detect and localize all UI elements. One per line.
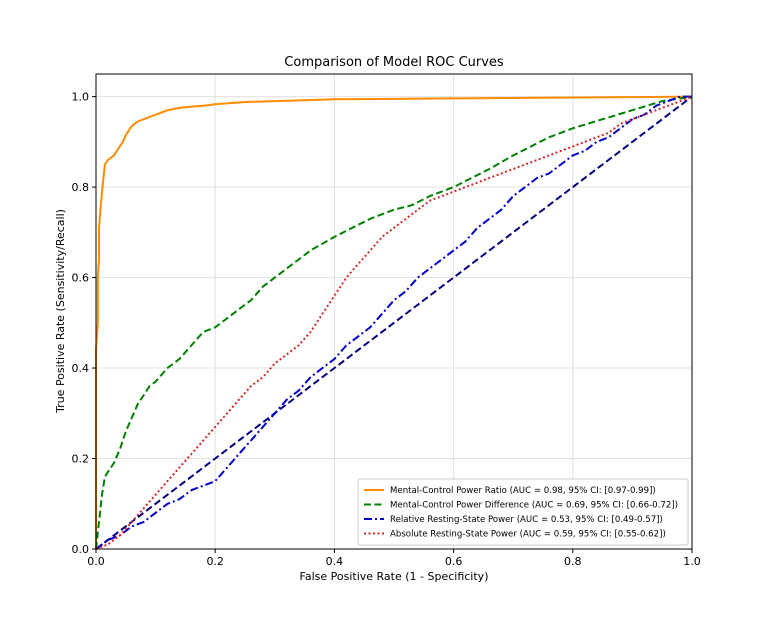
legend: Mental-Control Power Ratio (AUC = 0.98, … bbox=[357, 478, 689, 546]
legend-label: Absolute Resting-State Power (AUC = 0.59… bbox=[390, 530, 666, 540]
y-tick-label: 0.2 bbox=[72, 453, 90, 466]
legend-box bbox=[357, 478, 689, 546]
plot-frame bbox=[95, 73, 693, 550]
y-tick-label: 0.4 bbox=[72, 362, 90, 375]
roc-curve-line bbox=[95, 95, 693, 549]
ticks: 0.0 0.2 0.4 0.6 0.8 1.0 0.0 0.2 0.4 0.6 0.8 1.0 bbox=[72, 91, 701, 568]
series-layer bbox=[95, 95, 693, 550]
y-tick-label: 0.6 bbox=[72, 272, 90, 285]
y-tick-label: 0.8 bbox=[72, 181, 90, 194]
legend-label: Relative Resting-State Power (AUC = 0.53… bbox=[390, 515, 663, 525]
x-axis-label: False Positive Rate (1 - Specificity) bbox=[300, 570, 489, 583]
legend-label: Mental-Control Power Difference (AUC = 0… bbox=[390, 501, 678, 511]
roc-curve-line bbox=[95, 95, 693, 550]
y-tick-label: 1.0 bbox=[72, 91, 90, 104]
x-tick-label: 0.0 bbox=[87, 555, 105, 568]
x-tick-label: 0.2 bbox=[206, 555, 224, 568]
grid bbox=[95, 74, 693, 550]
y-axis-label: True Positive Rate (Sensitivity/Recall) bbox=[54, 209, 67, 414]
x-tick-label: 0.8 bbox=[564, 555, 582, 568]
chart-title: Comparison of Model ROC Curves bbox=[284, 55, 504, 70]
roc-curve-line bbox=[95, 95, 693, 550]
x-tick-label: 0.6 bbox=[445, 555, 463, 568]
x-tick-label: 1.0 bbox=[683, 555, 701, 568]
legend-label: Mental-Control Power Ratio (AUC = 0.98, … bbox=[390, 486, 656, 496]
x-tick-label: 0.4 bbox=[326, 555, 344, 568]
y-tick-label: 0.0 bbox=[72, 543, 90, 556]
chance-diagonal-line bbox=[95, 95, 693, 550]
roc-curve-line bbox=[95, 95, 692, 550]
